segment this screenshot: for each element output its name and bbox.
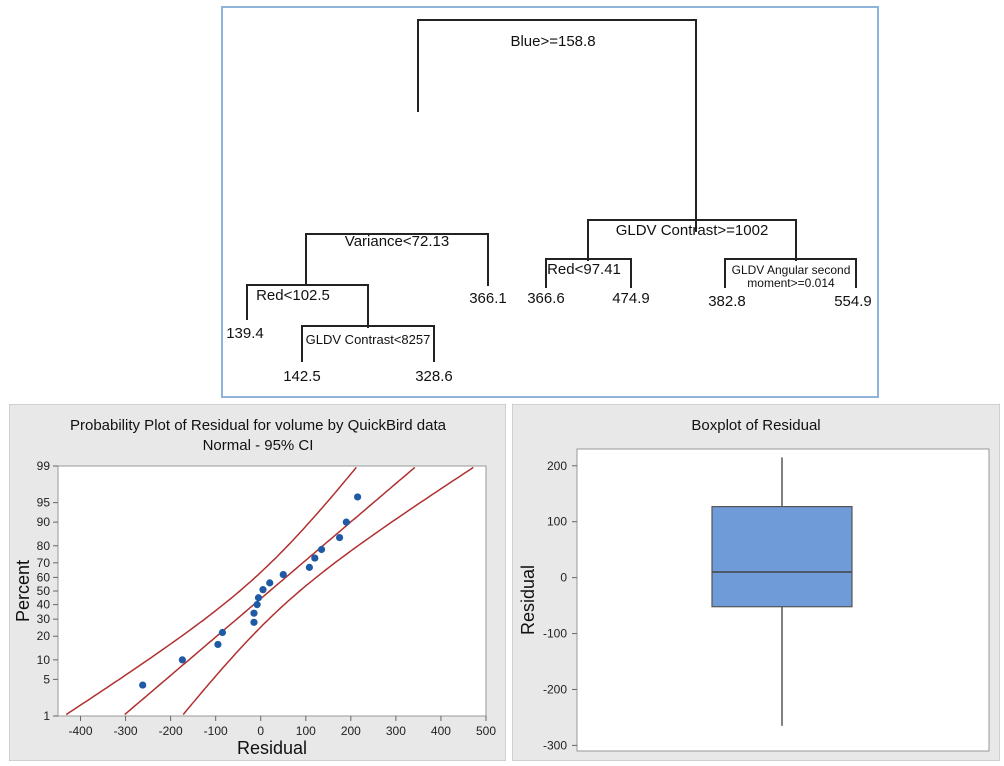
data-point bbox=[214, 640, 222, 649]
contrast-branch bbox=[301, 325, 435, 362]
iqr-box bbox=[711, 506, 853, 608]
leaf-label: 139.4 bbox=[226, 325, 264, 342]
regression-tree-diagram: Blue>=158.8 Variance<72.13 366.1 Red<102… bbox=[221, 6, 879, 398]
data-point bbox=[178, 656, 186, 664]
angular-split-label-1: GLDV Angular second bbox=[732, 263, 851, 277]
chart-subtitle: Normal - 95% CI bbox=[203, 437, 314, 454]
regression-tree-panel: Blue>=158.8 Variance<72.13 366.1 Red<102… bbox=[221, 6, 879, 398]
leaf-label: 328.6 bbox=[415, 368, 453, 385]
y-tick-label: -200 bbox=[543, 682, 567, 696]
leaf-label: 142.5 bbox=[283, 368, 321, 385]
y-tick-label: 90 bbox=[37, 515, 51, 529]
data-point bbox=[305, 563, 313, 571]
tree-frame bbox=[221, 6, 879, 398]
fit-line bbox=[124, 466, 416, 716]
y-axis-label: Percent bbox=[13, 560, 33, 622]
y-tick-label: -300 bbox=[543, 738, 567, 752]
probability-plot: Probability Plot of Residual for volume … bbox=[8, 403, 507, 762]
x-tick-label: -300 bbox=[114, 724, 138, 738]
chart-title: Probability Plot of Residual for volume … bbox=[70, 417, 447, 434]
data-point bbox=[250, 618, 258, 626]
data-point bbox=[317, 545, 326, 554]
y-axis-label: Residual bbox=[518, 565, 538, 635]
y-tick-label: 80 bbox=[37, 539, 51, 553]
red-left-branch bbox=[246, 284, 369, 328]
y-tick-label: 10 bbox=[37, 653, 51, 667]
ci-upper-line bbox=[182, 466, 474, 716]
data-point bbox=[354, 493, 362, 501]
y-tick-label: 0 bbox=[560, 571, 567, 585]
boxplot: Boxplot of Residual Residual -300 -200 -10… bbox=[511, 403, 1001, 762]
data-point bbox=[253, 601, 261, 609]
x-tick-label: 500 bbox=[476, 724, 496, 738]
data-point bbox=[311, 554, 319, 562]
x-tick-label: 400 bbox=[431, 724, 451, 738]
data-point bbox=[279, 570, 287, 579]
y-tick-label: 200 bbox=[547, 459, 567, 473]
leaf-label: 366.1 bbox=[469, 290, 507, 307]
boxplot-panel: Boxplot of Residual Residual -300 -200 -10… bbox=[511, 403, 1001, 762]
leaf-label: 366.6 bbox=[527, 290, 565, 307]
x-tick-label: -400 bbox=[69, 724, 93, 738]
y-tick-label: 30 bbox=[37, 612, 51, 626]
probability-plot-panel: Probability Plot of Residual for volume … bbox=[8, 403, 507, 762]
left-split-label: Variance<72.13 bbox=[345, 233, 449, 250]
angular-branch bbox=[724, 258, 857, 288]
x-tick-label: 100 bbox=[296, 724, 316, 738]
x-tick-label: 0 bbox=[257, 724, 264, 738]
data-point bbox=[139, 681, 147, 689]
y-tick-label: 5 bbox=[43, 672, 50, 686]
root-branch bbox=[417, 19, 697, 232]
y-tick-label: 99 bbox=[37, 459, 51, 473]
y-tick-label: 60 bbox=[37, 570, 51, 584]
y-tick-label: -100 bbox=[543, 627, 567, 641]
x-tick-label: 300 bbox=[386, 724, 406, 738]
data-point bbox=[254, 594, 263, 602]
chart-title: Boxplot of Residual bbox=[691, 417, 820, 434]
y-tick-label: 1 bbox=[43, 709, 50, 723]
y-tick-label: 40 bbox=[37, 598, 51, 612]
ci-lower-line bbox=[65, 466, 357, 716]
y-tick-label: 20 bbox=[37, 629, 51, 643]
red-left-split-label: Red<102.5 bbox=[256, 287, 330, 304]
data-point bbox=[218, 628, 227, 637]
root-split-label: Blue>=158.8 bbox=[510, 33, 595, 50]
data-point bbox=[259, 586, 267, 594]
left-branch bbox=[305, 233, 489, 286]
data-point bbox=[342, 518, 350, 526]
x-tick-label: 200 bbox=[341, 724, 361, 738]
contrast-split-label: GLDV Contrast<8257 bbox=[306, 332, 431, 347]
angular-split-label-2: moment>=0.014 bbox=[747, 276, 835, 290]
data-point bbox=[266, 579, 274, 587]
x-axis-label: Residual bbox=[237, 738, 307, 758]
right-branch bbox=[587, 219, 797, 261]
y-tick-label: 50 bbox=[37, 584, 51, 598]
plot-area bbox=[57, 465, 487, 717]
x-tick-label: -100 bbox=[204, 724, 228, 738]
red-right-split-label: Red<97.41 bbox=[547, 261, 621, 278]
leaf-label: 382.8 bbox=[708, 293, 746, 310]
leaf-label: 474.9 bbox=[612, 290, 650, 307]
right-split-label: GLDV Contrast>=1002 bbox=[616, 222, 769, 239]
data-point bbox=[335, 533, 344, 542]
red-right-branch bbox=[545, 258, 632, 288]
x-tick-label: -200 bbox=[159, 724, 183, 738]
y-tick-label: 70 bbox=[37, 556, 51, 570]
leaf-label: 554.9 bbox=[834, 293, 872, 310]
data-point bbox=[250, 609, 258, 617]
y-tick-label: 95 bbox=[37, 496, 51, 510]
y-tick-label: 100 bbox=[547, 515, 567, 529]
